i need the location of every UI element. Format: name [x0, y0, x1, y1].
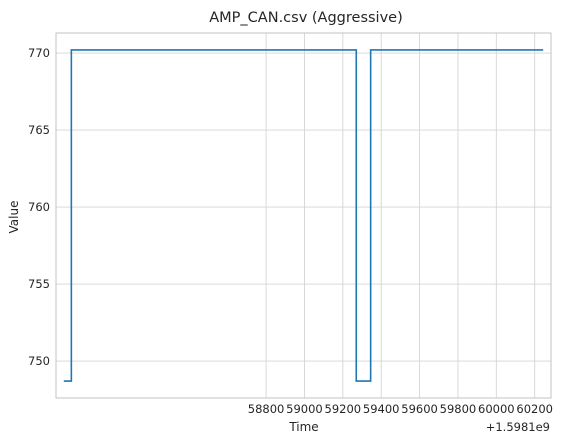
chart-title: AMP_CAN.csv (Aggressive) — [209, 10, 402, 26]
x-axis-label: Time — [288, 420, 318, 434]
x-tick-label: 59400 — [363, 402, 400, 416]
x-tick-label: 59000 — [286, 402, 323, 416]
x-tick-label: 59800 — [440, 402, 477, 416]
x-tick-label: 60000 — [478, 402, 515, 416]
x-tick-label: 60200 — [516, 402, 553, 416]
plot-frame — [55, 32, 552, 399]
x-tick-label: 59600 — [401, 402, 438, 416]
y-tick-label: 765 — [28, 123, 50, 137]
x-axis-offset-label: +1.5981e9 — [486, 420, 550, 434]
data-series-line — [63, 49, 544, 382]
y-tick-label: 750 — [28, 354, 50, 368]
plot-area — [56, 33, 551, 398]
x-tick-label: 59200 — [325, 402, 362, 416]
y-axis-label: Value — [7, 201, 21, 234]
y-tick-label: 770 — [28, 46, 50, 60]
y-tick-label: 760 — [28, 200, 50, 214]
x-tick-label: 58800 — [248, 402, 285, 416]
y-tick-label: 755 — [28, 277, 50, 291]
